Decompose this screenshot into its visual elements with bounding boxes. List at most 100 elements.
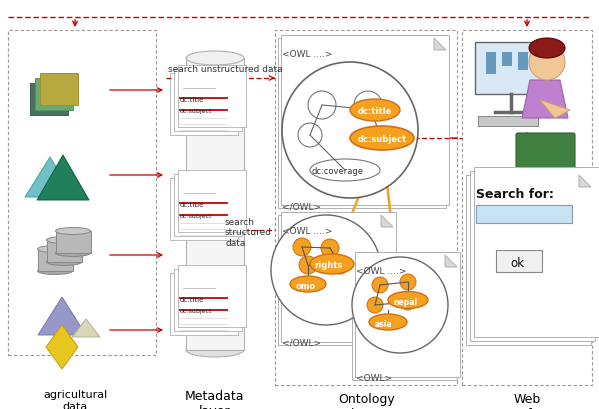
Circle shape [529,44,565,80]
FancyBboxPatch shape [496,250,542,272]
Text: dc:subject: dc:subject [180,309,213,314]
Circle shape [308,91,336,119]
Text: dc:subject: dc:subject [180,109,213,114]
Circle shape [331,256,349,274]
Text: dc:subject: dc:subject [180,214,213,219]
Polygon shape [579,175,591,187]
Ellipse shape [38,267,72,274]
Ellipse shape [350,126,414,150]
FancyBboxPatch shape [478,116,538,126]
FancyBboxPatch shape [47,240,81,262]
Text: dc:title: dc:title [180,297,204,303]
FancyBboxPatch shape [178,170,246,232]
Circle shape [299,256,317,274]
Text: </OWL>: </OWL> [282,339,321,348]
Circle shape [367,297,383,313]
FancyBboxPatch shape [170,178,238,240]
FancyBboxPatch shape [170,273,238,335]
Ellipse shape [56,227,90,234]
FancyBboxPatch shape [174,69,242,131]
Circle shape [400,294,416,310]
Text: </OWL>: </OWL> [282,202,321,211]
Circle shape [354,91,382,119]
Polygon shape [37,155,89,200]
Circle shape [293,238,311,256]
FancyBboxPatch shape [355,252,460,377]
Polygon shape [434,38,446,50]
FancyBboxPatch shape [278,38,446,208]
Text: <OWL ....>: <OWL ....> [282,227,332,236]
Text: search unstructured data: search unstructured data [168,65,283,74]
Text: <OWL ....>: <OWL ....> [282,50,332,59]
FancyBboxPatch shape [281,35,449,205]
FancyBboxPatch shape [186,58,244,350]
Text: search
structured
data: search structured data [225,218,272,248]
Circle shape [298,123,322,147]
Circle shape [321,239,339,257]
FancyBboxPatch shape [35,78,73,110]
Text: rights: rights [314,261,342,270]
Circle shape [400,274,416,290]
Polygon shape [72,319,100,337]
Text: Web
Interface: Web Interface [499,393,555,409]
FancyBboxPatch shape [466,175,591,345]
Text: nepal: nepal [393,298,417,307]
FancyBboxPatch shape [474,167,599,337]
Text: dc:title: dc:title [180,97,204,103]
FancyBboxPatch shape [178,265,246,327]
Polygon shape [522,80,568,118]
Text: <OWL>: <OWL> [356,374,392,383]
FancyBboxPatch shape [516,133,575,177]
FancyBboxPatch shape [475,42,547,94]
Ellipse shape [388,292,428,308]
Circle shape [282,62,418,198]
Polygon shape [540,100,570,118]
FancyBboxPatch shape [40,73,78,105]
FancyBboxPatch shape [518,52,528,70]
FancyBboxPatch shape [56,231,90,253]
Ellipse shape [529,38,565,58]
FancyBboxPatch shape [178,65,246,127]
FancyBboxPatch shape [170,73,238,135]
Ellipse shape [186,51,244,65]
FancyBboxPatch shape [352,255,457,380]
Text: <OWL ....>: <OWL ....> [356,267,407,276]
FancyBboxPatch shape [38,249,72,271]
Polygon shape [381,215,393,227]
Ellipse shape [186,343,244,357]
FancyBboxPatch shape [174,269,242,331]
Ellipse shape [369,314,407,330]
FancyBboxPatch shape [476,205,572,223]
Ellipse shape [310,159,380,181]
Ellipse shape [38,245,72,252]
FancyBboxPatch shape [486,52,496,74]
Polygon shape [46,325,78,369]
Circle shape [352,257,448,353]
Ellipse shape [56,249,90,256]
FancyBboxPatch shape [30,83,68,115]
FancyBboxPatch shape [174,174,242,236]
FancyBboxPatch shape [281,212,396,342]
Text: dc:subject: dc:subject [358,135,407,144]
Ellipse shape [47,236,81,243]
Text: asia: asia [375,320,392,329]
Text: ok: ok [510,257,524,270]
Text: Ontology
layer: Ontology layer [338,393,395,409]
Ellipse shape [350,99,400,121]
Ellipse shape [310,254,354,274]
Text: dc:title: dc:title [180,202,204,208]
Text: omo: omo [296,282,316,291]
Text: Search for:: Search for: [476,188,554,201]
Text: Metadata
layer: Metadata layer [185,390,245,409]
Text: agricultural
data
providers: agricultural data providers [43,390,107,409]
Polygon shape [445,255,457,267]
FancyBboxPatch shape [278,215,393,345]
Polygon shape [38,297,86,335]
Polygon shape [25,157,75,197]
Text: dc:title: dc:title [358,107,392,116]
Text: dc:coverage: dc:coverage [312,167,364,176]
FancyBboxPatch shape [502,52,512,66]
Circle shape [372,277,388,293]
Circle shape [271,215,381,325]
Ellipse shape [290,276,326,292]
